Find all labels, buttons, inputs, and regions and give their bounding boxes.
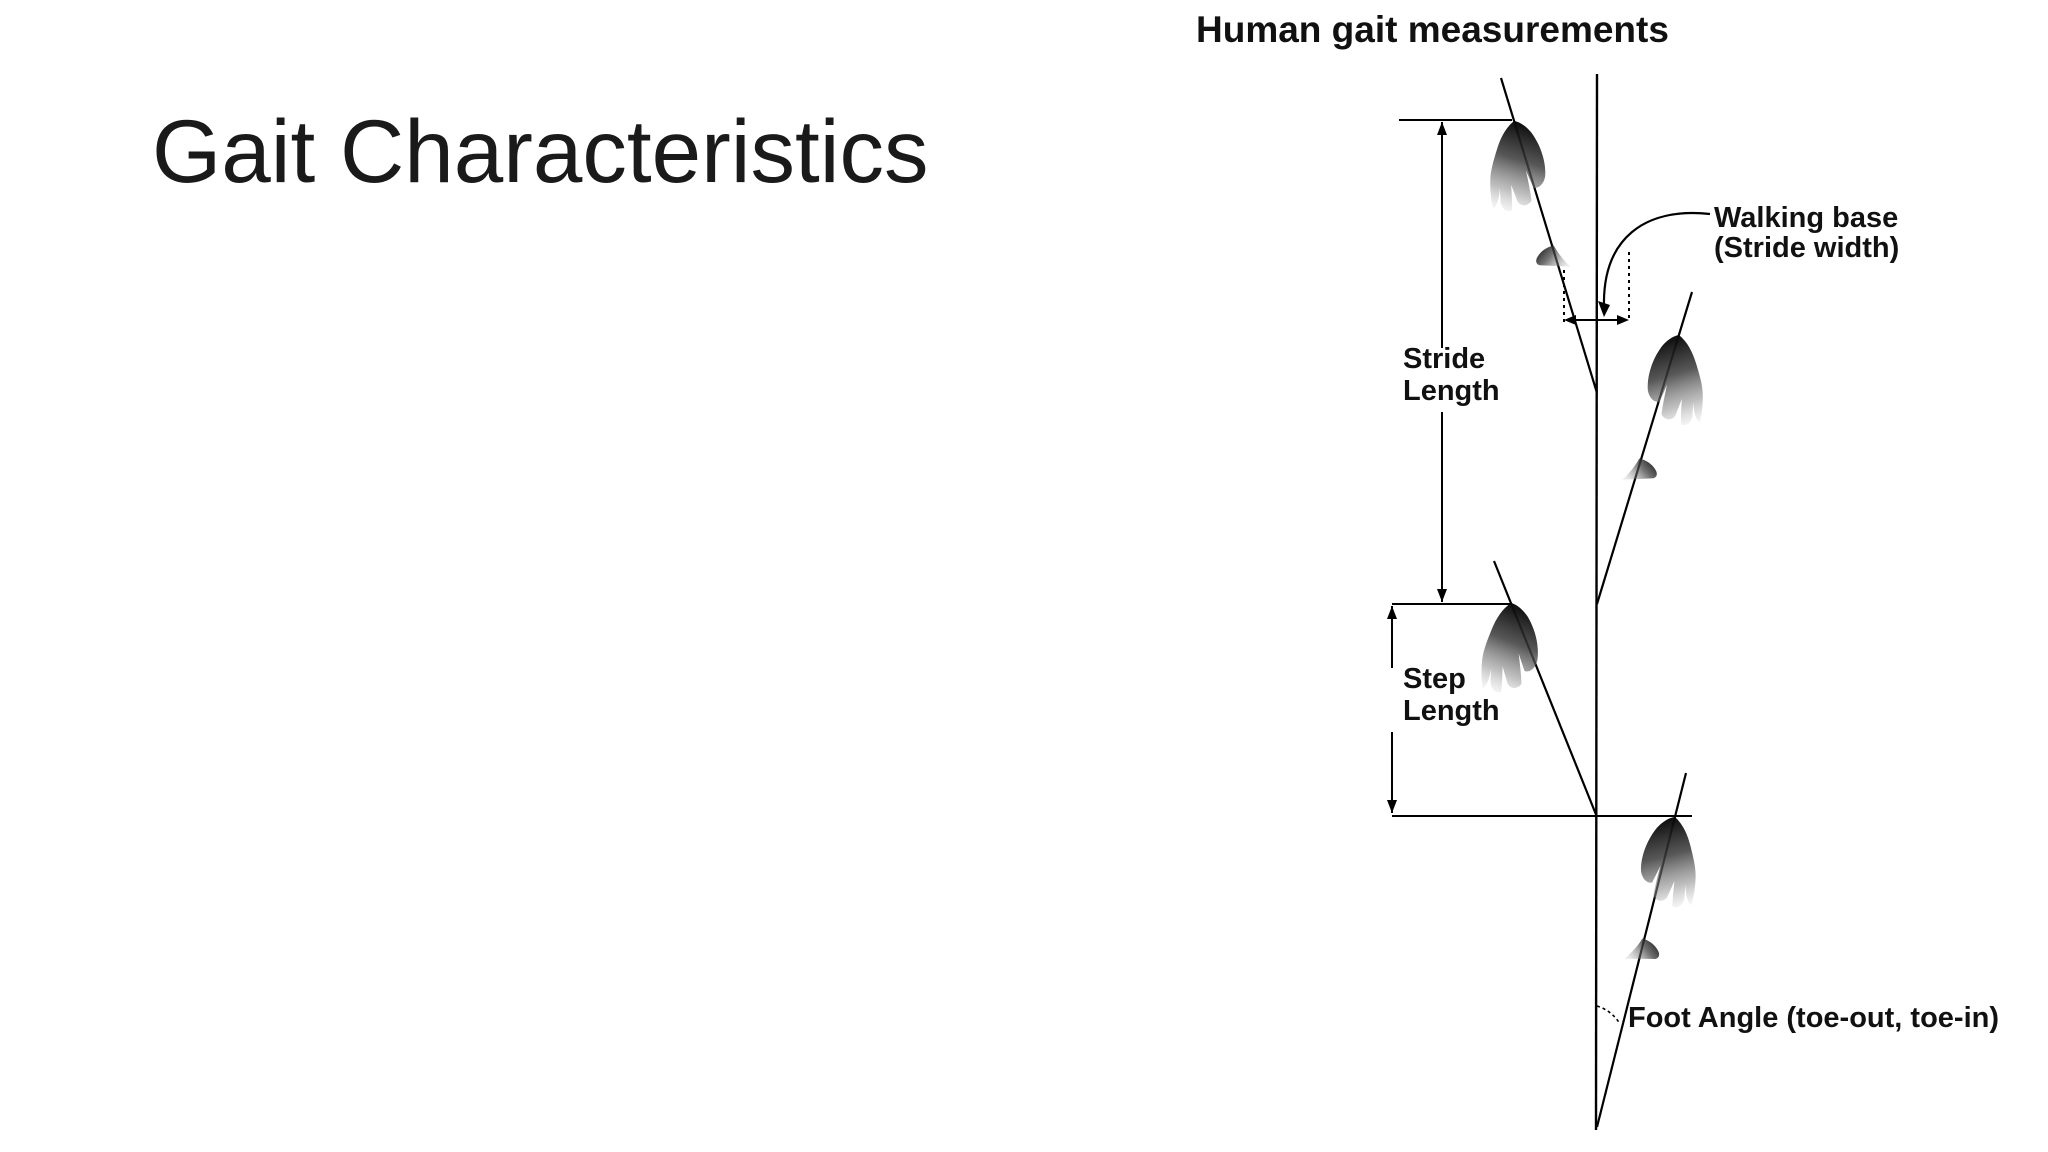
- svg-text:Human gait measurements: Human gait measurements: [1196, 9, 1669, 50]
- svg-text:Step: Step: [1403, 663, 1466, 695]
- svg-text:Length: Length: [1403, 375, 1500, 407]
- svg-text:Foot Angle (toe-out, toe-in): Foot Angle (toe-out, toe-in): [1628, 1002, 1999, 1034]
- svg-text:(Stride width): (Stride width): [1714, 232, 1899, 264]
- svg-text:Length: Length: [1403, 695, 1500, 727]
- svg-text:Stride: Stride: [1403, 343, 1485, 375]
- svg-text:Walking base: Walking base: [1714, 202, 1898, 234]
